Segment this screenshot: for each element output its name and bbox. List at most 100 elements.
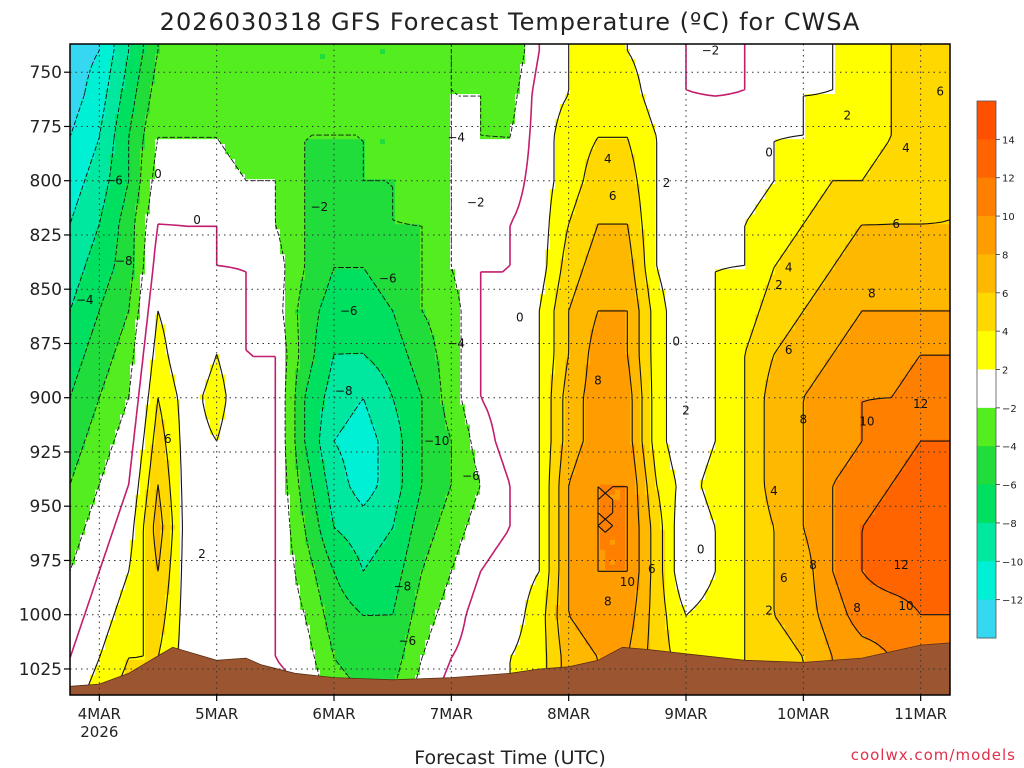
field-cell bbox=[100, 149, 106, 155]
field-cell bbox=[90, 229, 96, 235]
field-cell bbox=[110, 640, 116, 646]
field-cell bbox=[115, 199, 121, 205]
field-cell bbox=[120, 44, 126, 50]
field-cell bbox=[90, 189, 96, 195]
field-cell bbox=[105, 425, 111, 431]
field-cell bbox=[70, 274, 76, 280]
field-cell bbox=[85, 570, 91, 576]
field-cell bbox=[70, 485, 76, 491]
field-cell bbox=[90, 575, 96, 581]
field-cell bbox=[95, 244, 101, 250]
field-cell bbox=[90, 660, 96, 666]
field-cell bbox=[75, 329, 81, 335]
field-cell bbox=[70, 565, 76, 571]
field-cell bbox=[75, 400, 81, 406]
field-cell bbox=[80, 465, 86, 471]
field-cell bbox=[75, 490, 81, 496]
field-cell bbox=[70, 550, 76, 556]
field-cell bbox=[100, 455, 106, 461]
field-cell bbox=[85, 545, 91, 551]
field-cell bbox=[75, 660, 81, 666]
field-cell bbox=[115, 370, 121, 376]
field-cell bbox=[80, 339, 86, 345]
field-cell bbox=[105, 199, 111, 205]
field-cell bbox=[95, 670, 101, 676]
field-cell bbox=[85, 465, 91, 471]
field-cell bbox=[120, 289, 126, 295]
field-cell bbox=[105, 500, 111, 506]
field-cell bbox=[70, 249, 76, 255]
field-cell bbox=[90, 535, 96, 541]
field-cell bbox=[115, 655, 121, 661]
field-cell bbox=[90, 445, 96, 451]
field-cell bbox=[100, 334, 106, 340]
field-cell bbox=[70, 319, 76, 325]
field-cell bbox=[115, 390, 121, 396]
field-cell bbox=[95, 390, 101, 396]
field-cell bbox=[120, 455, 126, 461]
field-cell bbox=[85, 630, 91, 636]
field-cell bbox=[70, 184, 76, 190]
field-cell bbox=[105, 420, 111, 426]
field-cell bbox=[70, 279, 76, 285]
field-cell bbox=[75, 645, 81, 651]
field-cell bbox=[90, 645, 96, 651]
field-cell bbox=[115, 204, 121, 210]
field-cell bbox=[115, 309, 121, 315]
field-cell bbox=[90, 339, 96, 345]
field-cell bbox=[70, 570, 76, 576]
field-cell bbox=[75, 530, 81, 536]
field-cell bbox=[90, 109, 96, 115]
field-cell bbox=[120, 269, 126, 275]
field-cell bbox=[75, 680, 81, 686]
field-cell bbox=[110, 199, 116, 205]
field-cell bbox=[105, 640, 111, 646]
field-cell bbox=[115, 159, 121, 165]
field-cell bbox=[95, 279, 101, 285]
field-cell bbox=[85, 189, 91, 195]
field-cell bbox=[115, 164, 121, 170]
field-cell bbox=[85, 324, 91, 330]
field-cell bbox=[100, 269, 106, 275]
field-cell bbox=[100, 319, 106, 325]
field-cell bbox=[110, 510, 116, 516]
field-cell bbox=[115, 269, 121, 275]
field-cell bbox=[85, 119, 91, 125]
field-cell bbox=[90, 615, 96, 621]
field-cell bbox=[110, 314, 116, 320]
field-cell bbox=[75, 169, 81, 175]
field-cell bbox=[75, 470, 81, 476]
field-cell bbox=[120, 134, 126, 140]
field-cell bbox=[110, 339, 116, 345]
field-cell bbox=[115, 324, 121, 330]
field-cell bbox=[105, 515, 111, 521]
field-cell bbox=[105, 349, 111, 355]
field-cell bbox=[115, 359, 121, 365]
field-cell bbox=[115, 500, 121, 506]
field-cell bbox=[100, 254, 106, 260]
field-cell bbox=[85, 104, 91, 110]
field-cell bbox=[90, 485, 96, 491]
field-cell bbox=[105, 44, 111, 50]
field-cell bbox=[70, 344, 76, 350]
field-cell bbox=[100, 665, 106, 671]
field-cell bbox=[100, 239, 106, 245]
field-cell bbox=[105, 319, 111, 325]
field-cell bbox=[100, 74, 106, 80]
field-cell bbox=[70, 239, 76, 245]
field-cell bbox=[90, 84, 96, 90]
field-cell bbox=[90, 254, 96, 260]
field-cell bbox=[70, 199, 76, 205]
field-cell bbox=[110, 390, 116, 396]
field-cell bbox=[110, 495, 116, 501]
field-cell bbox=[70, 299, 76, 305]
field-cell bbox=[115, 289, 121, 295]
field-cell bbox=[105, 600, 111, 606]
field-cell bbox=[75, 224, 81, 230]
field-cell bbox=[100, 505, 106, 511]
field-cell bbox=[115, 465, 121, 471]
field-cell bbox=[80, 54, 86, 60]
field-cell bbox=[80, 219, 86, 225]
field-cell bbox=[115, 109, 121, 115]
field-cell bbox=[80, 650, 86, 656]
